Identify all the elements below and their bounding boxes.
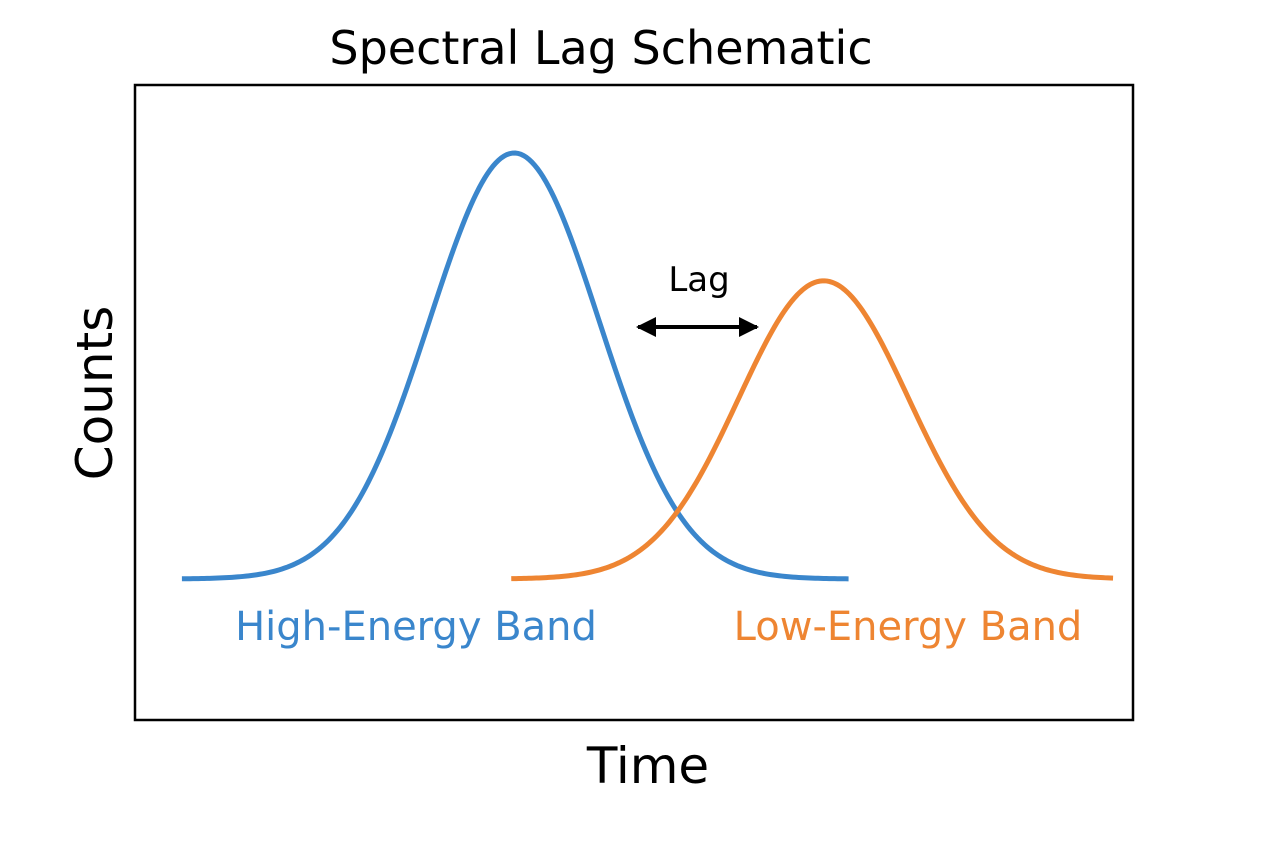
low-energy-band-curve	[511, 278, 1114, 582]
high-energy-band-curve	[181, 150, 849, 582]
curves-layer	[181, 150, 1114, 582]
lag-label: Lag	[668, 260, 729, 300]
low-energy-band-label: Low-Energy Band	[734, 604, 1083, 650]
diagram-title: Spectral Lag Schematic	[329, 21, 872, 75]
x-axis-label: Time	[586, 737, 709, 795]
high-energy-band-label: High-Energy Band	[235, 604, 597, 650]
y-axis-label: Counts	[66, 306, 124, 481]
plot-frame	[133, 83, 1135, 722]
